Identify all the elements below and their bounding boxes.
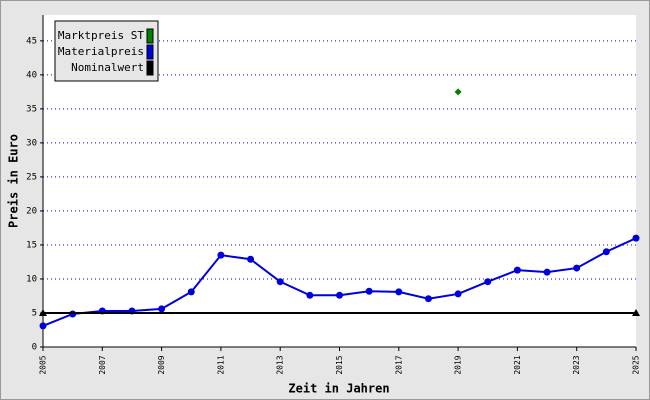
point (454, 290, 462, 298)
point (484, 278, 492, 286)
point (424, 295, 432, 303)
point (336, 291, 343, 299)
x-tick-label: 2021 (513, 355, 522, 374)
x-tick-label: 2013 (276, 355, 285, 374)
point (69, 310, 77, 318)
y-tick-label: 20 (26, 206, 37, 216)
legend-label: Nominalwert (71, 61, 144, 74)
point (513, 266, 521, 274)
point (187, 288, 195, 296)
point (39, 308, 47, 316)
point (217, 251, 225, 259)
x-axis-label: Zeit in Jahren (288, 382, 389, 396)
point (158, 305, 166, 313)
point (39, 322, 47, 330)
legend-swatch (146, 28, 154, 44)
x-tick-label: 2005 (39, 355, 48, 374)
x-tick-label: 2015 (335, 355, 344, 374)
legend-label: Materialpreis (58, 45, 144, 58)
point (306, 291, 314, 299)
point (454, 88, 462, 96)
legend-label: Marktpreis ST (58, 29, 144, 42)
point (365, 287, 373, 295)
y-tick-label: 25 (26, 172, 37, 182)
legend-swatch (146, 44, 154, 60)
x-tick-label: 2009 (157, 355, 166, 374)
point (602, 248, 610, 256)
y-tick-label: 5 (32, 308, 37, 318)
x-tick-label: 2011 (216, 355, 225, 374)
x-tick-label: 2007 (98, 355, 107, 374)
y-tick-label: 35 (26, 104, 37, 114)
point (573, 264, 581, 272)
legend-swatch (146, 60, 154, 76)
x-tick-label: 2023 (572, 355, 581, 374)
y-tick-label: 10 (26, 274, 37, 284)
legend-box (54, 20, 159, 82)
x-tick-label: 2019 (454, 355, 463, 374)
point (632, 308, 640, 316)
y-tick-label: 40 (26, 70, 37, 80)
x-tick-label: 2025 (632, 355, 641, 374)
point (632, 234, 640, 242)
point (543, 268, 551, 276)
y-axis-label: Preis in Euro (7, 134, 21, 228)
point (395, 288, 403, 296)
point (247, 255, 255, 263)
y-tick-label: 0 (32, 343, 37, 353)
y-tick-label: 15 (26, 240, 37, 250)
x-tick-label: 2017 (394, 355, 403, 374)
y-tick-label: 45 (26, 36, 37, 46)
point (276, 278, 284, 286)
y-tick-label: 30 (26, 138, 37, 148)
